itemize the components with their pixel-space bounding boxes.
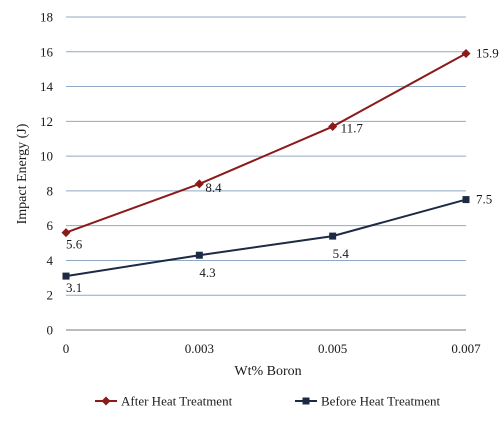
legend-entry: Before Heat Treatment [321, 394, 441, 409]
square-marker [62, 272, 70, 280]
legend: After Heat Treatment Before Heat Treatmen… [95, 394, 441, 409]
series-layer [61, 49, 471, 280]
y-tick-label: 10 [40, 149, 53, 164]
x-tick-label: 0.007 [451, 341, 481, 356]
data-label: 7.5 [476, 192, 492, 207]
y-tick-label: 6 [47, 218, 54, 233]
series-line-0 [65, 52, 467, 234]
diamond-marker [101, 396, 111, 406]
diamond-marker [461, 49, 471, 59]
y-tick-labels: 0 2 4 6 8 10 12 14 16 18 [40, 10, 54, 338]
data-labels: 5.6 8.4 11.7 15.9 3.1 4.3 5.4 7.5 [66, 46, 499, 296]
y-tick-label: 16 [40, 44, 54, 59]
diamond-marker [328, 122, 338, 132]
x-tick-label: 0.003 [185, 341, 214, 356]
square-marker [302, 397, 310, 405]
y-tick-label: 2 [47, 288, 54, 303]
y-tick-label: 18 [40, 10, 53, 25]
square-marker [329, 232, 337, 240]
y-tick-label: 0 [47, 323, 54, 338]
series-line-1 [65, 198, 467, 278]
square-marker [195, 251, 203, 259]
y-axis-title: Impact Energy (J) [15, 123, 30, 224]
x-tick-label: 0 [63, 341, 70, 356]
y-tick-label: 12 [40, 114, 53, 129]
x-axis-title: Wt% Boron [234, 364, 301, 379]
y-tick-label: 14 [40, 79, 54, 94]
data-label: 4.3 [199, 265, 215, 280]
legend-entry: After Heat Treatment [121, 394, 233, 409]
y-tick-label: 4 [47, 253, 54, 268]
data-label: 5.6 [66, 237, 83, 252]
data-label: 3.1 [66, 280, 82, 295]
x-tick-label: 0.005 [318, 341, 347, 356]
data-label: 5.4 [333, 246, 350, 261]
diamond-marker [61, 228, 71, 238]
y-tick-label: 8 [47, 183, 54, 198]
data-label: 8.4 [205, 180, 222, 195]
data-label: 11.7 [341, 121, 364, 136]
x-tick-labels: 0 0.003 0.005 0.007 [63, 341, 481, 356]
square-marker [462, 196, 470, 204]
diamond-marker [194, 179, 204, 189]
data-label: 15.9 [476, 46, 499, 61]
